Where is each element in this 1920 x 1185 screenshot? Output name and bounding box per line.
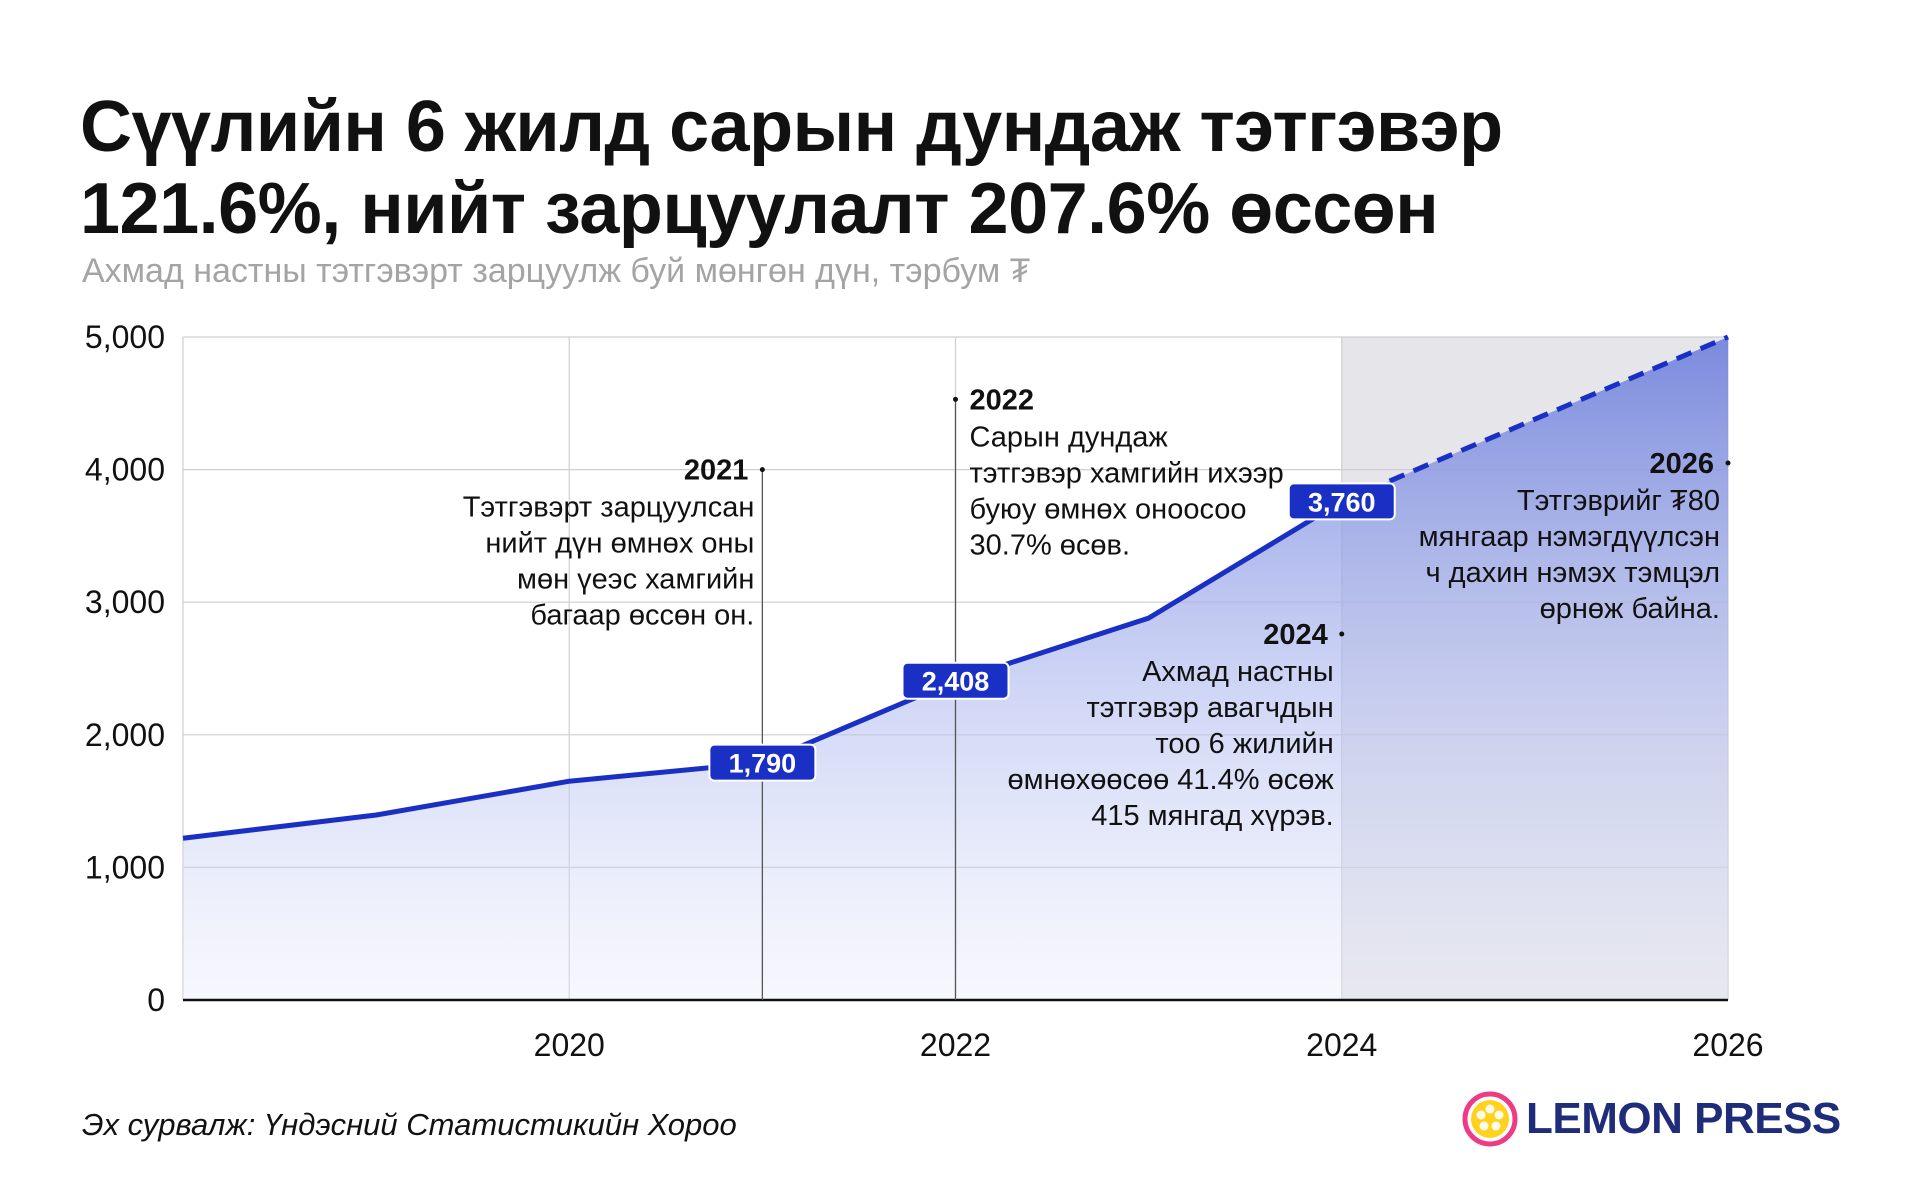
annotation-text: Ахмад настны bbox=[1142, 656, 1334, 688]
annotation-year: 2022 bbox=[970, 384, 1035, 416]
annotation-dot bbox=[1339, 631, 1345, 637]
annotation-year: 2021 bbox=[684, 455, 749, 487]
annotation-text: тэтгэвэр авагчдын bbox=[1086, 692, 1333, 724]
annotation-text: өмнөхөөсөө 41.4% өсөж bbox=[1008, 764, 1335, 796]
annotation-text: буюу өмнөх оноосоо bbox=[970, 493, 1247, 525]
annotation-dot bbox=[759, 467, 765, 473]
x-tick-label: 2024 bbox=[1306, 1027, 1377, 1063]
brand-name: LEMON PRESS bbox=[1526, 1094, 1841, 1143]
value-label-badge bbox=[901, 661, 1010, 700]
value-label-badge bbox=[1287, 482, 1396, 521]
y-tick-label: 5,000 bbox=[85, 319, 165, 355]
annotation-text: мөн үеэс хамгийн bbox=[517, 564, 754, 596]
value-label: 3,760 bbox=[1308, 487, 1376, 517]
annotation-year: 2026 bbox=[1649, 448, 1714, 480]
value-label: 1,790 bbox=[729, 749, 797, 779]
source-note: Эх сурвалж: Үндэсний Статистикийн Хороо bbox=[82, 1107, 737, 1142]
y-tick-label: 1,000 bbox=[85, 849, 165, 885]
annotation-dot bbox=[953, 396, 958, 402]
y-tick-label: 3,000 bbox=[85, 584, 165, 620]
annotation-text: 30.7% өсөв. bbox=[970, 529, 1131, 561]
annotation-text: тоо 6 жилийн bbox=[1155, 728, 1333, 760]
annotation-text: нийт дүн өмнөх оны bbox=[485, 528, 754, 560]
value-label: 2,408 bbox=[922, 667, 990, 697]
annotation-dot bbox=[1725, 460, 1731, 466]
chart-subtitle: Ахмад настны тэтгэвэрт зарцуулж буй мөнг… bbox=[82, 252, 1031, 290]
x-tick-label: 2022 bbox=[920, 1027, 991, 1063]
x-tick-label: 2020 bbox=[534, 1027, 605, 1063]
annotation-year: 2024 bbox=[1263, 619, 1328, 651]
y-tick-label: 0 bbox=[147, 982, 165, 1018]
value-label-badge bbox=[708, 743, 817, 782]
chart-title-line-1: Сүүлийн 6 жилд сарын дундаж тэтгэвэр bbox=[80, 87, 1503, 167]
x-tick-label: 2026 bbox=[1692, 1027, 1763, 1063]
annotation-text: Сарын дундаж bbox=[970, 421, 1169, 453]
annotation-text: 415 мянгад хүрэв. bbox=[1091, 800, 1334, 832]
annotation-text: ч дахин нэмэх тэмцэл bbox=[1426, 557, 1720, 589]
y-tick-label: 2,000 bbox=[85, 717, 165, 753]
lemon-icon bbox=[1462, 1091, 1518, 1147]
series-forecast-line bbox=[1340, 334, 1729, 504]
brand-logo: LEMON PRESS bbox=[1462, 1089, 1841, 1149]
annotation-text: тэтгэвэр хамгийн ихээр bbox=[970, 457, 1284, 489]
annotation-text: Тэтгэвэрт зарцуулсан bbox=[463, 492, 755, 524]
annotation-text: багаар өссөн он. bbox=[530, 600, 754, 632]
annotation-text: мянгаар нэмэгдүүлсэн bbox=[1419, 521, 1720, 553]
chart-title-line-2: 121.6%, нийт зарцуулалт 207.6% өссөн bbox=[80, 169, 1439, 249]
chart-title: Сүүлийн 6 жилд сарын дундаж тэтгэвэр 121… bbox=[80, 86, 1840, 250]
y-tick-label: 4,000 bbox=[85, 452, 165, 488]
annotation-text: өрнөж байна. bbox=[1540, 593, 1720, 625]
annotation-text: Тэтгэврийг ₮80 bbox=[1517, 485, 1720, 517]
